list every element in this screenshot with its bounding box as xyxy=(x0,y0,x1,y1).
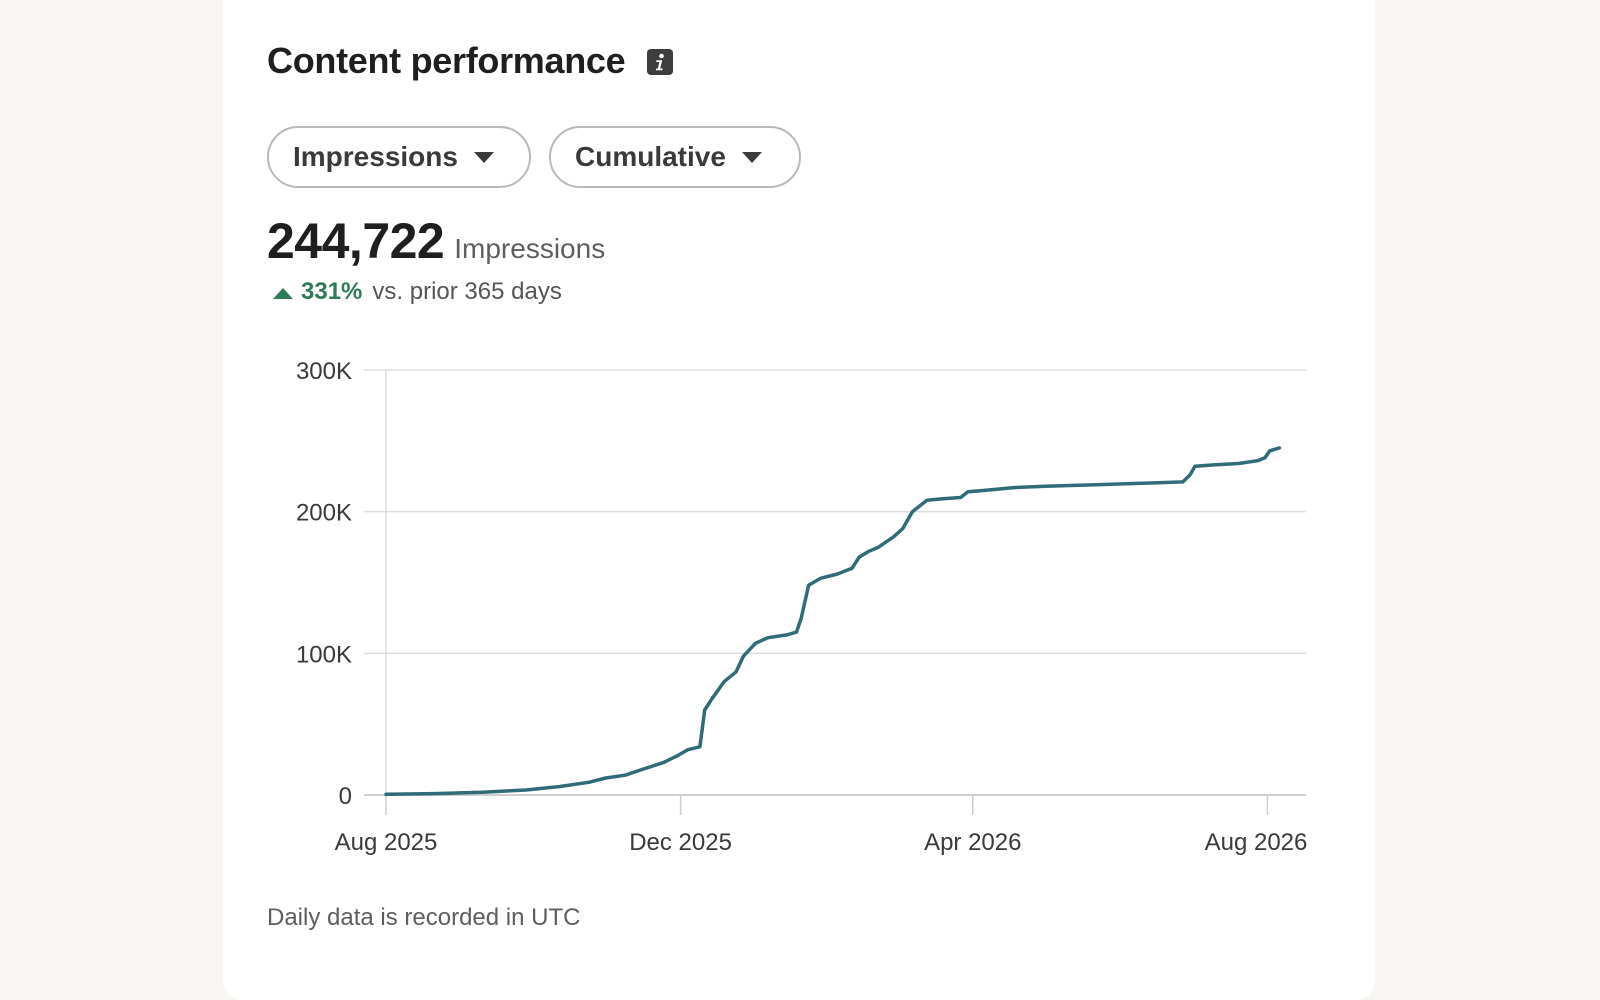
triangle-up-icon xyxy=(273,286,293,299)
change-comparison-text: vs. prior 365 days xyxy=(372,278,562,305)
metric-value: 244,722 xyxy=(267,213,445,269)
mode-dropdown-label: Cumulative xyxy=(575,141,726,172)
x-tick-label: Aug 2026 xyxy=(1205,829,1308,856)
x-tick-label: Apr 2026 xyxy=(924,829,1021,856)
card-title: Content performance xyxy=(267,40,626,81)
change-percent: 331% xyxy=(301,278,363,305)
y-tick-label: 300K xyxy=(296,358,352,385)
filter-dropdowns: Impressions Cumulative xyxy=(267,126,801,188)
mode-dropdown[interactable]: Cumulative xyxy=(549,126,801,188)
metric-summary: 244,722 Impressions xyxy=(267,212,605,270)
x-tick-label: Aug 2025 xyxy=(335,829,438,856)
change-row: 331% vs. prior 365 days xyxy=(273,278,562,306)
impressions-series-line xyxy=(384,446,1282,797)
metric-unit: Impressions xyxy=(454,233,606,264)
y-tick-label: 100K xyxy=(296,641,352,668)
content-performance-card: Content performance Impressions Cumulati… xyxy=(223,0,1375,1000)
metric-dropdown[interactable]: Impressions xyxy=(267,126,531,188)
metric-dropdown-label: Impressions xyxy=(293,141,458,172)
info-icon[interactable] xyxy=(647,49,674,75)
x-tick-label: Dec 2025 xyxy=(629,829,732,856)
footnote: Daily data is recorded in UTC xyxy=(267,904,581,931)
caret-down-icon xyxy=(473,151,494,163)
y-tick-label: 0 xyxy=(339,783,352,810)
caret-down-icon xyxy=(741,151,762,163)
y-tick-label: 200K xyxy=(296,500,352,527)
title-row: Content performance xyxy=(267,40,674,82)
impressions-line-chart: 0 100K 200K 300K Aug 2025 Dec 2025 Apr 2026 Aug… xyxy=(296,358,1308,856)
